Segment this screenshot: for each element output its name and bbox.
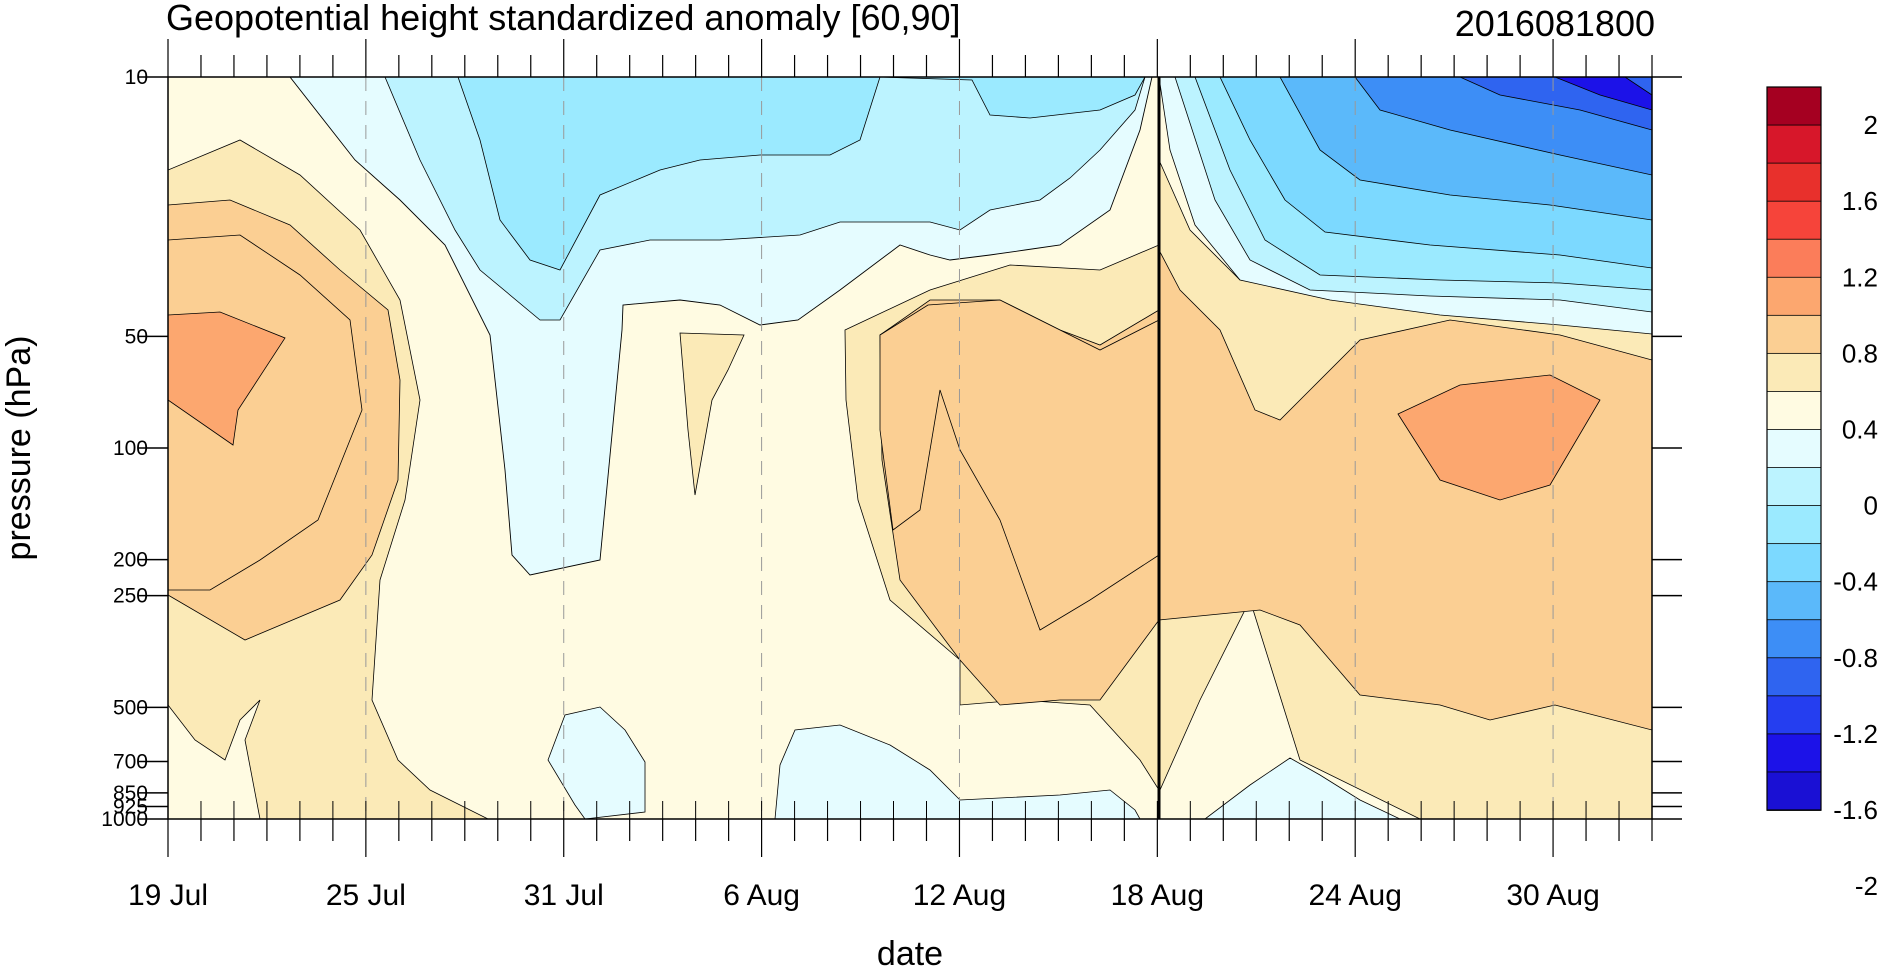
date-gridlines <box>365 77 1554 819</box>
y-tick-label: 50 <box>125 325 148 348</box>
y-tick-label: 100 <box>113 437 148 460</box>
x-tick-label: 18 Aug <box>1111 879 1204 912</box>
y-tick-label: 500 <box>113 696 148 719</box>
colorbar-frame <box>1766 86 1822 811</box>
colorbar-label: 1.6 <box>1842 186 1878 216</box>
colorbar-label: -0.4 <box>1833 567 1878 597</box>
colorbar-swatch <box>1766 543 1822 583</box>
chart-title: Geopotential height standardized anomaly… <box>166 0 961 38</box>
colorbar-swatch <box>1766 276 1822 317</box>
colorbar-swatch <box>1766 86 1822 126</box>
colorbar-label: -1.2 <box>1833 719 1878 749</box>
colorbar-label: 0.4 <box>1842 414 1878 444</box>
y-tick-label: 250 <box>113 585 148 608</box>
colorbar-swatch <box>1766 200 1822 241</box>
y-tick-label: 10 <box>125 66 148 89</box>
colorbar-swatch <box>1766 162 1822 203</box>
colorbar-swatch <box>1766 124 1822 165</box>
colorbar-label: 1.2 <box>1842 262 1878 292</box>
x-tick-label: 24 Aug <box>1308 879 1401 912</box>
colorbar-swatch <box>1766 505 1822 545</box>
x-tick-label: 6 Aug <box>723 879 800 912</box>
contour-band-mid-0.2 <box>679 332 745 496</box>
date-stamp: 2016081800 <box>1455 3 1655 44</box>
y-tick-label: 850 <box>113 782 148 805</box>
colorbar-label: 2 <box>1864 110 1878 140</box>
contour-band-surface-cold-a <box>547 706 646 819</box>
contour-fills <box>168 77 1652 819</box>
colorbar-swatch <box>1766 238 1822 279</box>
colorbar-label: -2 <box>1855 871 1878 901</box>
contour-band-left-0.8 <box>168 311 286 446</box>
x-axis-label: date <box>877 935 943 969</box>
y-tick-label: 700 <box>113 751 148 774</box>
colorbar-swatch <box>1766 352 1822 393</box>
contour-band-right-0.6 <box>879 299 1160 631</box>
colorbar: 2 1.6 1.2 0.8 0.4 0 -0.4 -0.8 -1.2 -1.6 -2 <box>1766 86 1878 901</box>
colorbar-label: 0.8 <box>1842 338 1878 368</box>
contour-band-cold-0.4 <box>457 77 1146 271</box>
contour-band-right-0.8 <box>1397 374 1601 501</box>
x-tick-label: 31 Jul <box>524 879 604 912</box>
x-tick-label: 19 Jul <box>128 879 208 912</box>
x-tick-label: 12 Aug <box>913 879 1006 912</box>
colorbar-label: -0.8 <box>1833 643 1878 673</box>
colorbar-swatch <box>1766 391 1822 431</box>
colorbar-swatch <box>1766 733 1822 773</box>
colorbar-swatch <box>1766 429 1822 469</box>
colorbar-swatch <box>1766 657 1822 697</box>
y-tick-label: 925 <box>113 795 148 818</box>
colorbar-swatch <box>1766 581 1822 621</box>
colorbar-swatch <box>1766 467 1822 507</box>
contour-band-cold-r7 <box>1554 77 1652 111</box>
colorbar-swatch <box>1766 771 1822 811</box>
y-tick-label: 1000 <box>101 808 148 831</box>
x-axis: 19 Jul 25 Jul 31 Jul 6 Aug 12 Aug 18 Aug 24 Au… <box>128 39 1653 912</box>
x-tick-label: 30 Aug <box>1506 879 1599 912</box>
x-tick-label: 25 Jul <box>326 879 406 912</box>
colorbar-swatch <box>1766 695 1822 735</box>
y-tick-label: 200 <box>113 549 148 572</box>
colorbar-label: 0 <box>1864 491 1878 521</box>
colorbar-swatch <box>1766 314 1822 355</box>
contour-band-surface-cold-c <box>1204 757 1401 819</box>
colorbar-swatch <box>1766 619 1822 659</box>
y-axis-label: pressure (hPa) <box>0 336 38 561</box>
contour-band-surface-cold-b <box>774 724 1141 819</box>
colorbar-label: -1.6 <box>1833 795 1878 825</box>
